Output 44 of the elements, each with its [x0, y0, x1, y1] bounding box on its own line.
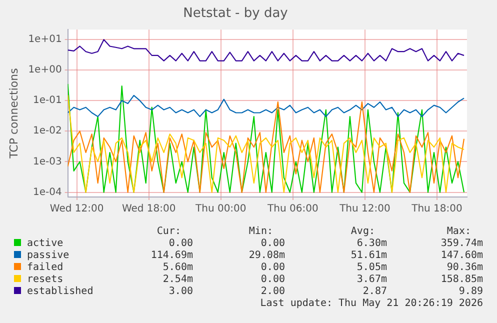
x-tick-label: Thu 18:00: [410, 204, 462, 215]
text: 90.36m: [446, 262, 483, 274]
legend-label: active: [26, 238, 64, 250]
x-tick-label: Thu 06:00: [266, 204, 318, 215]
text: 3.67m: [356, 274, 387, 286]
y-tick-label: 1e-03: [32, 156, 62, 168]
text: Cur:: [156, 226, 181, 238]
text: 6.30m: [356, 238, 387, 250]
text: 29.08m: [248, 250, 285, 262]
text: 2.87: [362, 286, 387, 298]
legend-label: established: [26, 286, 94, 298]
x-tick-label: Wed 18:00: [122, 204, 176, 215]
text: 0.00: [168, 238, 193, 250]
legend-label: passive: [26, 250, 70, 262]
y-axis-title: TCP connections: [7, 68, 20, 160]
text: 0.00: [260, 262, 285, 274]
text: 5.05m: [356, 262, 387, 274]
legend-label: failed: [26, 262, 64, 274]
y-tick-label: 1e-02: [32, 126, 62, 137]
text: Max:: [446, 226, 471, 238]
y-tick-label: 1e+01: [28, 34, 62, 46]
x-tick-label: Thu 00:00: [194, 204, 246, 215]
text: 114.69m: [150, 250, 193, 262]
text: 147.60m: [440, 250, 483, 262]
text: Min:: [248, 226, 273, 238]
y-tick-label: 1e-01: [32, 95, 62, 106]
text: 0.00: [260, 274, 285, 286]
text: 2.00: [260, 286, 285, 298]
y-tick-label: 1e-04: [32, 186, 62, 198]
text: 9.89: [458, 286, 483, 298]
text: 3.00: [168, 286, 193, 298]
text: 2.54m: [162, 274, 193, 286]
text: 0.00: [260, 238, 285, 250]
text: 359.74m: [440, 238, 483, 250]
chart-title: Netstat - by day: [183, 6, 288, 22]
text: Avg:: [350, 226, 375, 238]
text: Last update: Thu May 21 20:26:19 2026: [260, 298, 483, 310]
x-tick-label: Wed 12:00: [50, 204, 104, 215]
x-tick-label: Thu 12:00: [338, 204, 390, 215]
y-tick-label: 1e+00: [28, 64, 62, 76]
text: 158.85m: [440, 274, 483, 286]
legend-label: resets: [26, 274, 64, 286]
text: 5.60m: [162, 262, 193, 274]
text: 51.61m: [350, 250, 387, 262]
